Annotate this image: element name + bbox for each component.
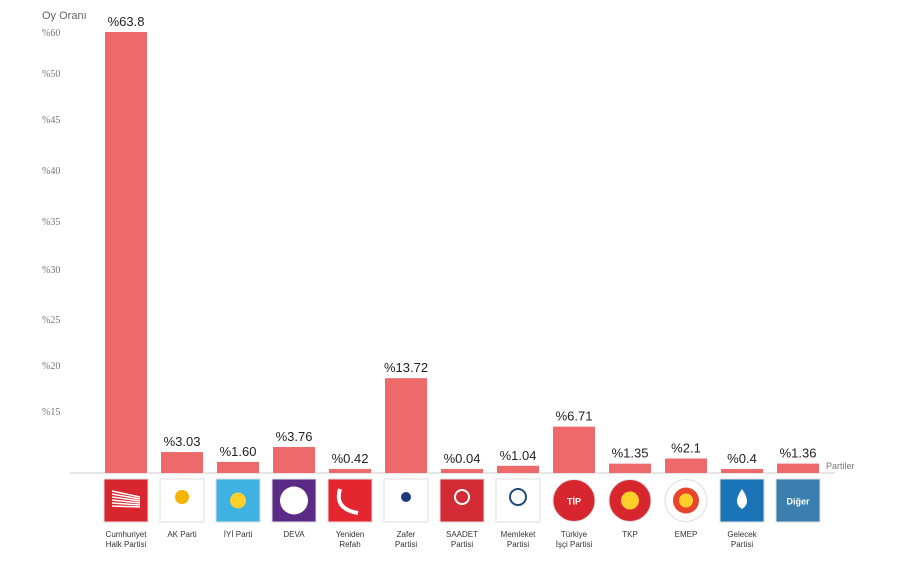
- category-label: Halk Partisi: [106, 540, 147, 549]
- emep-logo: [664, 479, 708, 522]
- value-label: %3.03: [164, 434, 201, 449]
- category-label: AK Parti: [167, 530, 197, 539]
- bar: [217, 461, 259, 473]
- bar: [497, 465, 539, 473]
- y-ticks: %60 %50 %45 %40 %35 %30 %25 %20 %15: [42, 28, 60, 418]
- value-label: %1.04: [500, 448, 537, 463]
- category-label: SAADET: [446, 530, 478, 539]
- y-tick-label: %20: [42, 361, 60, 372]
- value-label: %1.35: [612, 446, 649, 461]
- bar: [273, 447, 315, 473]
- y-tick-label: %50: [42, 69, 60, 80]
- bar: [665, 458, 707, 473]
- category-label: İşçi Partisi: [556, 540, 593, 549]
- y-tick-label: %15: [42, 407, 60, 418]
- memleket-logo: [495, 478, 541, 523]
- bar: [777, 463, 819, 473]
- bar: [553, 426, 595, 473]
- value-labels: %63.8 %3.03 %1.60 %3.76 %0.42 %13.72 %0.04 %1.0…: [108, 14, 817, 466]
- bar: [105, 32, 147, 473]
- deva-logo: [271, 478, 317, 523]
- y-tick-label: %40: [42, 166, 60, 177]
- category-label: EMEP: [675, 530, 698, 539]
- saadet-logo: [439, 478, 485, 523]
- value-label: %2.1: [671, 440, 701, 455]
- y-tick-label: %25: [42, 315, 60, 326]
- bar: [385, 378, 427, 473]
- value-label: %1.36: [780, 446, 817, 461]
- value-label: %1.60: [220, 444, 257, 459]
- value-label: %6.71: [556, 409, 593, 424]
- value-label: %13.72: [384, 360, 428, 375]
- value-label: %3.76: [276, 429, 313, 444]
- party-logos: TİP Diğer: [103, 478, 821, 523]
- category-label: Partisi: [731, 540, 753, 549]
- chp-logo: [103, 478, 149, 523]
- category-label: Partisi: [451, 540, 473, 549]
- y-tick-label: %30: [42, 265, 60, 276]
- x-axis-title: Partiler: [826, 461, 855, 471]
- gelecek-logo: [719, 478, 765, 523]
- bar: [441, 469, 483, 473]
- category-label: Zafer: [397, 530, 416, 539]
- y-tick-label: %60: [42, 28, 60, 39]
- bar: [721, 469, 763, 473]
- tkp-logo: [608, 479, 652, 522]
- value-label: %0.4: [727, 451, 757, 466]
- category-label: TKP: [622, 530, 638, 539]
- category-label: Cumhuriyet: [106, 530, 148, 539]
- category-label: Türkiye: [561, 530, 588, 539]
- logo-text: Diğer: [786, 497, 810, 507]
- value-label: %0.04: [444, 451, 481, 466]
- value-label: %63.8: [108, 14, 145, 29]
- akp-logo: [159, 478, 205, 523]
- iyi-logo: [215, 478, 261, 523]
- category-label: İYİ Parti: [224, 530, 253, 539]
- y-tick-label: %45: [42, 115, 60, 126]
- category-label: Partisi: [395, 540, 417, 549]
- category-label: DEVA: [283, 530, 305, 539]
- category-label: Partisi: [507, 540, 529, 549]
- y-axis-title: Oy Oranı: [42, 10, 87, 22]
- diger-logo: Diğer: [775, 478, 821, 523]
- bar: [329, 469, 371, 473]
- value-label: %0.42: [332, 451, 369, 466]
- zafer-logo: [383, 478, 429, 523]
- category-label: Memleket: [501, 530, 536, 539]
- bars: [105, 32, 819, 473]
- category-label: Gelecek: [727, 530, 757, 539]
- tip-logo: TİP: [552, 479, 596, 522]
- y-tick-label: %35: [42, 217, 60, 228]
- logo-text: TİP: [567, 497, 581, 507]
- bar: [609, 463, 651, 473]
- category-label: Refah: [339, 540, 360, 549]
- bar: [161, 452, 203, 473]
- category-label: Yeniden: [336, 530, 365, 539]
- yeniden-refah-logo: [327, 478, 373, 523]
